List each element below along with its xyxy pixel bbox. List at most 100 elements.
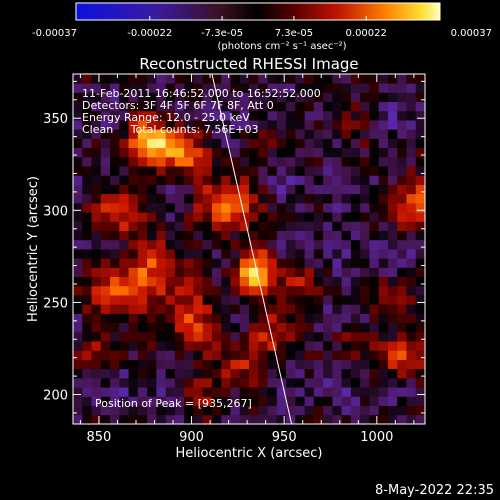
heatmap-cell <box>110 350 120 360</box>
heatmap-cell <box>369 341 380 351</box>
heatmap-cell <box>156 285 167 296</box>
heatmap-cell <box>267 368 278 379</box>
heatmap-cell <box>165 304 176 314</box>
heatmap-cell <box>193 359 204 370</box>
heatmap-cell <box>193 147 204 158</box>
heatmap-cell <box>174 147 185 158</box>
heatmap-cell <box>221 267 231 278</box>
heatmap-cell <box>313 166 324 176</box>
heatmap-cell <box>221 110 231 121</box>
heatmap-cell <box>350 304 361 314</box>
heatmap-cell <box>82 258 92 268</box>
heatmap-cell <box>137 313 148 324</box>
heatmap-cell <box>82 285 92 296</box>
heatmap-cell <box>397 295 407 305</box>
colorbar-tick-labels: -0.00037 -0.00022 -7.3e-05 7.3e-05 0.00022 0.… <box>32 28 492 39</box>
heatmap-cell <box>110 120 120 130</box>
heatmap-cell <box>415 313 425 324</box>
heatmap-cell <box>119 285 129 296</box>
heatmap-cell <box>202 396 213 406</box>
heatmap-cell <box>91 110 102 121</box>
heatmap-cell <box>110 175 120 185</box>
heatmap-cell <box>165 387 176 397</box>
heatmap-cell <box>304 120 315 130</box>
heatmap-cell <box>128 175 139 185</box>
heatmap-cell <box>415 350 425 360</box>
heatmap-cell <box>156 295 167 305</box>
heatmap-cell <box>193 156 204 167</box>
annotation-time-range: 11-Feb-2011 16:46:52.000 to 16:52:52.000 <box>82 87 321 100</box>
heatmap-cell <box>332 285 343 296</box>
heatmap-cell <box>202 92 213 103</box>
y-tick-label: 200 <box>43 389 68 404</box>
heatmap-cell <box>211 396 222 406</box>
heatmap-cell <box>415 221 425 231</box>
heatmap-cell <box>341 350 352 360</box>
heatmap-cell <box>110 138 120 149</box>
heatmap-cell <box>156 74 167 84</box>
heatmap-cell <box>387 414 398 424</box>
heatmap-cell <box>415 138 425 149</box>
heatmap-cell <box>332 387 343 397</box>
heatmap-cell <box>230 110 241 121</box>
heatmap-cell <box>174 295 185 305</box>
heatmap-cell <box>119 175 129 185</box>
heatmap-cell <box>406 138 417 149</box>
heatmap-cell <box>323 175 333 185</box>
heatmap-cell <box>332 92 343 103</box>
heatmap-cell <box>360 92 370 103</box>
heatmap-cell <box>332 414 343 424</box>
heatmap-cell <box>174 258 185 268</box>
heatmap-cell <box>110 166 120 176</box>
heatmap-cell <box>369 110 380 121</box>
heatmap-cell <box>378 258 389 268</box>
heatmap-cell <box>128 74 139 84</box>
heatmap-cell <box>100 230 111 241</box>
heatmap-cell <box>119 212 129 222</box>
heatmap-cell <box>100 322 111 333</box>
heatmap-cell <box>137 276 148 287</box>
heatmap-cell <box>304 110 315 121</box>
heatmap-cell <box>249 212 259 222</box>
heatmap-cell <box>267 359 278 370</box>
heatmap-cell <box>350 230 361 241</box>
heatmap-cell <box>174 101 185 112</box>
heatmap-cell <box>350 267 361 278</box>
heatmap-cell <box>415 368 425 379</box>
heatmap-cell <box>73 175 83 185</box>
heatmap-cell <box>341 313 352 324</box>
heatmap-cell <box>295 322 305 333</box>
heatmap-cell <box>415 396 425 406</box>
heatmap-cell <box>369 221 380 231</box>
heatmap-cell <box>276 156 287 167</box>
heatmap-cell <box>128 129 139 139</box>
heatmap-cell <box>193 74 204 84</box>
heatmap-cell <box>378 359 389 370</box>
heatmap-cell <box>221 396 231 406</box>
heatmap-cell <box>211 313 222 324</box>
heatmap-cell <box>369 156 380 167</box>
heatmap-cell <box>91 414 102 424</box>
heatmap-cell <box>350 387 361 397</box>
heatmap-cell <box>110 368 120 379</box>
heatmap-cell <box>156 83 167 93</box>
heatmap-cell <box>295 175 305 185</box>
heatmap-cell <box>165 156 176 167</box>
heatmap-cell <box>193 110 204 121</box>
colorbar-tick-label: 7.3e-05 <box>275 28 313 39</box>
heatmap-cell <box>110 156 120 167</box>
heatmap-cell <box>341 74 352 84</box>
heatmap-cell <box>184 129 194 139</box>
heatmap-cell <box>147 138 157 149</box>
heatmap-cell <box>406 212 417 222</box>
heatmap-cell <box>304 405 315 416</box>
heatmap-cell <box>137 230 148 241</box>
heatmap-cell <box>397 138 407 149</box>
heatmap-cell <box>119 258 129 268</box>
heatmap-cell <box>267 193 278 204</box>
heatmap-cell <box>221 276 231 287</box>
heatmap-cell <box>239 405 250 416</box>
heatmap-cell <box>110 129 120 139</box>
heatmap-cell <box>295 313 305 324</box>
heatmap-cell <box>341 101 352 112</box>
